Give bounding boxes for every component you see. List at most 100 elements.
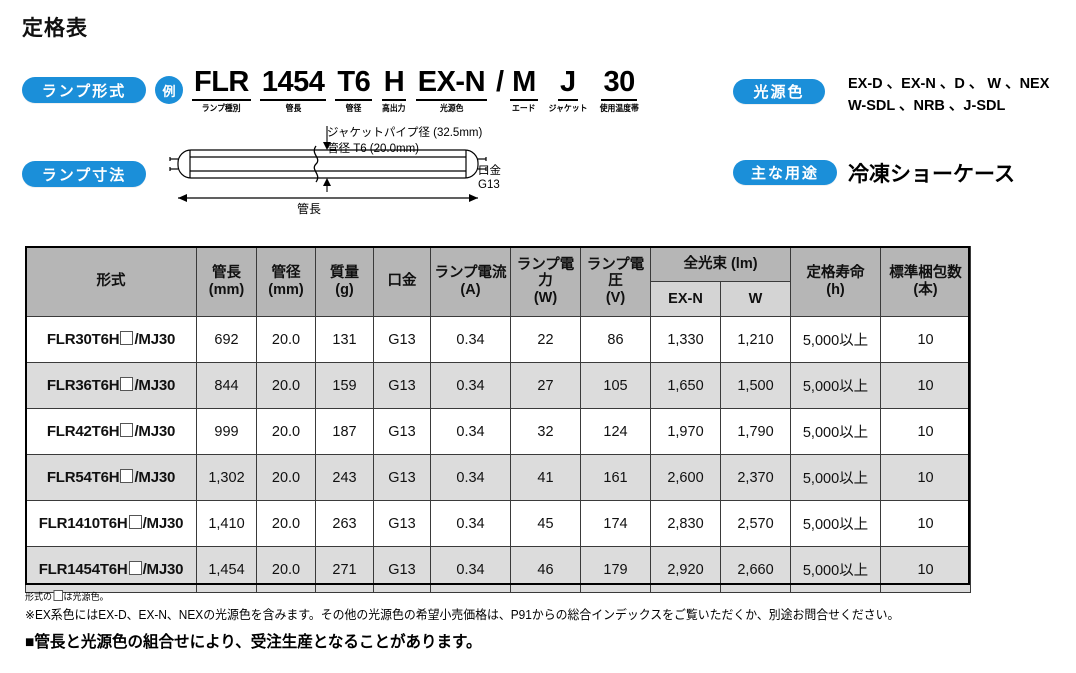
main-usage-value: 冷凍ショーケース (848, 163, 1015, 186)
cell-tube-dia: 20.0 (256, 362, 316, 409)
col-header-tube-dia-l2: (mm) (268, 281, 304, 298)
lamp-diameter-note: ジャケットパイプ径 (32.5mm) 管径 T6 (20.0mm) (327, 126, 482, 157)
square-placeholder-icon (120, 469, 134, 483)
cell-lamp-power: 32 (510, 408, 581, 455)
footnote-model-square: 形式の は光源色。 (25, 589, 109, 603)
cell-mass: 243 (315, 454, 374, 501)
code-label-lamp-kind: ランプ種別 (202, 103, 241, 113)
table-body: FLR30T6H/MJ30 692 20.0 131 G13 0.34 22 86 1,330 1… (25, 316, 972, 593)
cell-model-prefix: FLR42T6H (46, 423, 120, 440)
code-value-flr: FLR (192, 68, 251, 101)
code-label-light-color: 光源色 (439, 103, 464, 113)
light-color-line-1: EX-D 、EX-N 、D 、 W 、NEX (848, 76, 1050, 92)
square-placeholder-icon (120, 423, 134, 437)
cell-lamp-power: 27 (510, 362, 581, 409)
tube-length-dimension-label: 管長 (297, 202, 322, 216)
col-header-lamp-voltage: ランプ電圧 (V) (580, 246, 651, 317)
base-label: 口金 (478, 165, 501, 177)
cell-model: FLR54T6H/MJ30 (25, 454, 197, 501)
cell-base: G13 (373, 454, 431, 501)
col-header-flux-w: W (719, 281, 792, 317)
cell-tube-dia: 20.0 (256, 546, 316, 593)
cell-base: G13 (373, 546, 431, 593)
col-header-lamp-current-l1: ランプ電流 (434, 265, 507, 282)
cell-rated-life: 5,000以上 (790, 500, 882, 547)
footnote-1-post: は光源色。 (63, 592, 109, 603)
col-header-package-qty: 標準梱包数 (本) (880, 246, 972, 317)
cell-mass: 131 (315, 316, 374, 363)
cell-tube-length: 692 (196, 316, 257, 363)
cell-model-suffix: /MJ30 (134, 469, 176, 486)
col-header-tube-length: 管長 (mm) (196, 246, 257, 317)
cell-mass: 271 (315, 546, 374, 593)
light-color-pill: 光源色 (733, 79, 825, 104)
square-placeholder-icon (128, 515, 142, 529)
col-header-mass-l1: 質量 (330, 265, 359, 282)
table-row: FLR1410T6H/MJ30 1,410 20.0 263 G13 0.34 45 174 2… (25, 500, 972, 547)
table-row: FLR54T6H/MJ30 1,302 20.0 243 G13 0.34 41 161 2,6… (25, 454, 972, 501)
code-value-exn: EX-N (415, 68, 488, 101)
cell-flux-exn: 1,970 (650, 408, 721, 455)
tube-dia-label: 管径 T6 (20.0mm) (327, 142, 420, 155)
cell-mass: 187 (315, 408, 374, 455)
cell-model-suffix: /MJ30 (134, 423, 176, 440)
cell-rated-life: 5,000以上 (790, 316, 882, 363)
col-header-flux-exn: EX-N (650, 281, 721, 317)
cell-lamp-power: 22 (510, 316, 581, 363)
table-row: FLR1454T6H/MJ30 1,454 20.0 271 G13 0.34 46 179 2… (25, 546, 972, 593)
code-segment-aid: M エード (510, 68, 538, 113)
cell-model-prefix: FLR1454T6H (38, 561, 128, 578)
cell-rated-life: 5,000以上 (790, 454, 882, 501)
lamp-dimension-pill: ランプ寸法 (22, 161, 146, 187)
code-label-tube-length: 管長 (285, 103, 301, 113)
col-header-tube-dia: 管径 (mm) (256, 246, 316, 317)
col-header-lamp-current-l2: (A) (460, 281, 481, 298)
code-value-30: 30 (601, 68, 637, 101)
cell-flux-w: 2,660 (719, 546, 792, 593)
code-label-jacket: ジャケット (548, 103, 588, 113)
cell-lamp-current: 0.34 (430, 546, 511, 593)
table-header-row-2: EX-N W (26, 281, 971, 317)
cell-model: FLR1410T6H/MJ30 (25, 500, 197, 547)
code-segment-lamp-kind: FLR ランプ種別 (192, 68, 251, 113)
cell-tube-length: 1,302 (196, 454, 257, 501)
model-code-breakdown: FLR ランプ種別 1454 管長 T6 管径 H 高出力 EX-N 光源色 /… (192, 68, 649, 113)
cell-tube-length: 1,410 (196, 500, 257, 547)
col-header-mass-l2: (g) (335, 281, 354, 298)
cell-lamp-power: 45 (510, 500, 581, 547)
code-value-1454: 1454 (259, 68, 327, 101)
cell-model: FLR42T6H/MJ30 (25, 408, 197, 455)
col-header-lamp-power: ランプ電力 (W) (510, 246, 581, 317)
cell-package-qty: 10 (880, 500, 972, 547)
cell-flux-exn: 2,920 (650, 546, 721, 593)
square-placeholder-icon (120, 377, 134, 391)
jacket-pipe-dia-label: ジャケットパイプ径 (32.5mm) (327, 127, 483, 139)
col-header-rated-life: 定格寿命 (h) (790, 246, 882, 317)
cell-model-suffix: /MJ30 (134, 331, 176, 348)
cell-tube-length: 844 (196, 362, 257, 409)
col-header-base: 口金 (373, 246, 431, 317)
col-header-rated-life-l1: 定格寿命 (806, 265, 865, 282)
cell-package-qty: 10 (880, 316, 972, 363)
cell-tube-length: 999 (196, 408, 257, 455)
cell-lamp-voltage: 179 (580, 546, 651, 593)
base-value-g13: G13 (478, 178, 500, 191)
cell-model-suffix: /MJ30 (142, 515, 184, 532)
cell-rated-life: 5,000以上 (790, 546, 882, 593)
col-header-rated-life-l2: (h) (826, 281, 845, 298)
cell-model: FLR36T6H/MJ30 (25, 362, 197, 409)
cell-lamp-current: 0.34 (430, 454, 511, 501)
table-row: FLR42T6H/MJ30 999 20.0 187 G13 0.34 32 124 1,970… (25, 408, 972, 455)
cell-package-qty: 10 (880, 362, 972, 409)
code-separator-slash: / (496, 66, 505, 98)
light-color-line-2: W-SDL 、NRB 、J-SDL (848, 98, 1006, 115)
col-header-model: 形式 (25, 246, 197, 317)
cell-tube-dia: 20.0 (256, 500, 316, 547)
cell-lamp-current: 0.34 (430, 500, 511, 547)
cell-model-prefix: FLR54T6H (46, 469, 120, 486)
col-header-package-qty-l2: (本) (913, 281, 938, 298)
cell-model-prefix: FLR36T6H (46, 377, 120, 394)
cell-tube-dia: 20.0 (256, 408, 316, 455)
cell-flux-w: 1,790 (719, 408, 792, 455)
cell-flux-w: 1,500 (719, 362, 792, 409)
